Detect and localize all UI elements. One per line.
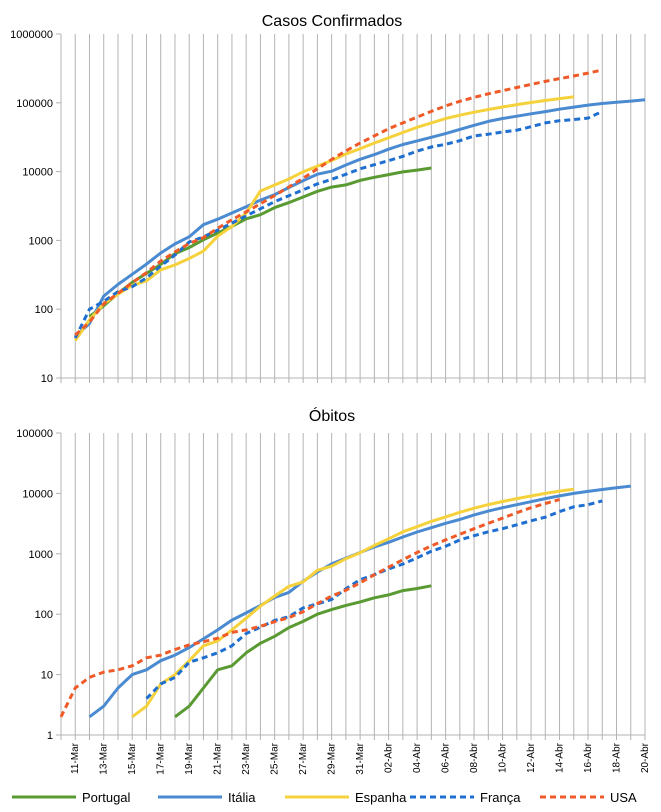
x-tick-label: 20-Abr <box>640 742 651 773</box>
y-tick-label: 10000 <box>22 488 53 500</box>
x-tick-label: 08-Abr <box>469 742 480 773</box>
series-lines <box>73 68 646 342</box>
y-tick-label: 1000 <box>29 235 53 247</box>
y-tick-label: 10000 <box>22 167 53 179</box>
x-tick-label: 25-Mar <box>270 742 281 774</box>
y-tick-labels: 1 10 100 1000 10000 100000 <box>16 428 61 742</box>
y-tick-label: 1000000 <box>10 29 53 41</box>
y-tick-label: 100 <box>35 304 53 316</box>
x-tick-label: 14-Abr <box>555 742 566 773</box>
x-tick-label: 23-Mar <box>241 742 252 774</box>
y-tick-labels: 10 100 1000 10000 100000 1000000 <box>10 29 61 385</box>
grid-lines <box>60 34 646 379</box>
legend: Portugal Itália Espanha França USA <box>12 790 637 805</box>
x-tick-label: 06-Abr <box>441 742 452 773</box>
x-tick-label: 18-Abr <box>612 742 623 773</box>
series-line-espanha <box>131 487 574 719</box>
y-tick-label: 10 <box>41 373 53 385</box>
series-lines <box>59 484 631 719</box>
legend-label-frança: França <box>480 790 521 805</box>
x-tick-marks <box>60 735 646 740</box>
x-tick-label: 27-Mar <box>298 742 309 774</box>
x-tick-label: 15-Mar <box>127 742 138 774</box>
x-tick-label: 04-Abr <box>412 742 423 773</box>
x-tick-label: 16-Abr <box>583 742 594 773</box>
x-tick-label: 31-Mar <box>355 742 366 774</box>
y-tick-label: 100000 <box>16 428 53 440</box>
legend-label-itália: Itália <box>228 790 256 805</box>
series-line-portugal <box>174 584 432 719</box>
x-tick-label: 19-Mar <box>184 742 195 774</box>
x-tick-label: 17-Mar <box>156 742 167 774</box>
y-tick-label: 100 <box>35 609 53 621</box>
chart-obitos: Óbitos 1 10 100 1000 10000 100000 <box>16 406 646 742</box>
legend-label-usa: USA <box>610 790 637 805</box>
y-tick-label: 10 <box>41 670 53 682</box>
series-line-usa <box>59 498 560 718</box>
x-tick-labels: 11-Mar 13-Mar 15-Mar 17-Mar 19-Mar 21-Mar 23-M… <box>70 742 651 774</box>
legend-label-espanha: Espanha <box>355 790 407 805</box>
y-tick-label: 100000 <box>16 98 53 110</box>
x-tick-label: 29-Mar <box>327 742 338 774</box>
y-tick-label: 1 <box>47 730 53 742</box>
x-tick-label: 02-Abr <box>384 742 395 773</box>
series-line-itália <box>74 98 646 338</box>
x-tick-label: 21-Mar <box>213 742 224 774</box>
y-tick-label: 1000 <box>29 549 53 561</box>
legend-label-portugal: Portugal <box>82 790 131 805</box>
grid-lines <box>60 433 646 736</box>
chart-casos-confirmados: Casos Confirmados 1010010001000010000010… <box>10 13 646 385</box>
chart-title: Óbitos <box>309 406 355 425</box>
x-tick-marks <box>60 378 646 383</box>
x-tick-label: 11-Mar <box>70 742 81 774</box>
series-line-usa <box>74 68 603 337</box>
x-tick-label: 10-Abr <box>498 742 509 773</box>
x-tick-label: 13-Mar <box>99 742 110 774</box>
chart-title: Casos Confirmados <box>262 13 403 30</box>
x-tick-label: 12-Abr <box>526 742 537 773</box>
